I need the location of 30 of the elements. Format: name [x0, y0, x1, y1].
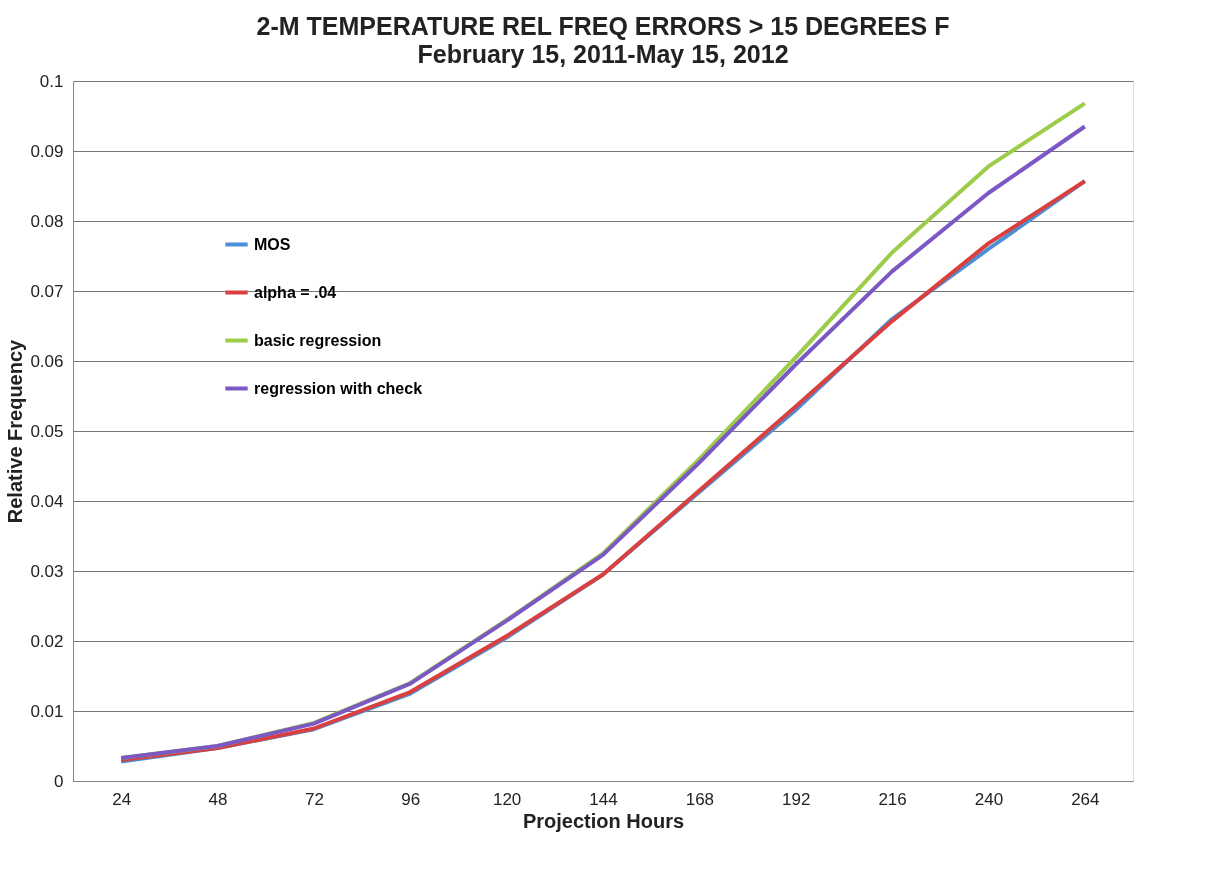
x-tick-label: 216	[878, 789, 907, 809]
y-axis-title: Relative Frequency	[4, 338, 27, 524]
y-tick-label: 0.08	[30, 211, 64, 231]
y-tick-label: 0.09	[30, 141, 64, 161]
legend-label: alpha = .04	[254, 283, 337, 301]
y-tick-label: 0.05	[30, 421, 64, 441]
y-tick-label: 0.04	[30, 491, 64, 511]
x-tick-label: 240	[974, 789, 1004, 809]
x-tick-label: 264	[1071, 789, 1100, 809]
x-tick-label: 144	[589, 789, 618, 809]
y-tick-label: 0.01	[30, 701, 64, 721]
y-tick-label: 0.02	[30, 631, 64, 651]
x-tick-label: 168	[685, 789, 715, 809]
x-axis-title: Projection Hours	[522, 809, 685, 832]
legend-label: MOS	[254, 235, 291, 253]
x-tick-label: 72	[304, 789, 324, 809]
y-tick-label: 0	[54, 771, 64, 791]
x-tick-label: 48	[208, 789, 228, 809]
y-tick-label: 0.06	[30, 351, 64, 371]
legend-label: regression with check	[254, 379, 423, 397]
x-tick-label: 120	[492, 789, 522, 809]
legend-label: basic regression	[254, 331, 382, 349]
x-tick-label: 24	[112, 789, 132, 809]
x-tick-label: 192	[782, 789, 811, 809]
chart-title: 2-M TEMPERATURE REL FREQ ERRORS > 15 DEGREES F	[256, 12, 950, 40]
y-tick-label: 0.03	[30, 561, 64, 581]
y-tick-label: 0.1	[39, 71, 64, 91]
x-tick-label: 96	[401, 789, 421, 809]
chart-subtitle: February 15, 2011-May 15, 2012	[417, 40, 789, 68]
y-tick-label: 0.07	[30, 281, 64, 301]
